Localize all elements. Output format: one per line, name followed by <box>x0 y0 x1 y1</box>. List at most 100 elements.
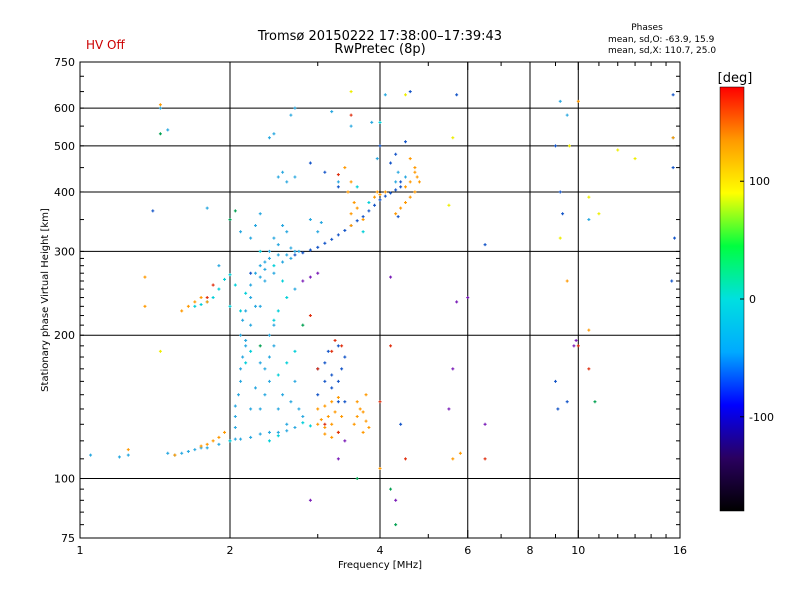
y-tick-label: 750 <box>54 56 75 69</box>
data-point <box>633 157 637 161</box>
series-3 <box>158 132 597 527</box>
data-point <box>355 219 359 223</box>
data-point <box>276 430 280 434</box>
data-point <box>323 241 327 245</box>
data-point <box>403 185 407 189</box>
data-point <box>352 201 356 205</box>
series-7 <box>301 271 578 502</box>
data-point <box>367 201 371 205</box>
series-0 <box>89 93 675 459</box>
data-point <box>336 379 340 383</box>
data-point <box>587 328 591 332</box>
data-point <box>233 414 237 418</box>
data-point <box>249 435 253 439</box>
colorbar-label: [deg] <box>718 71 753 86</box>
data-point <box>205 442 209 446</box>
data-point <box>361 215 365 219</box>
data-point <box>267 136 271 140</box>
colorbar-tick-label: 100 <box>749 175 770 188</box>
data-point <box>565 113 569 117</box>
data-point <box>378 400 382 404</box>
data-point <box>308 275 312 279</box>
data-point <box>289 256 293 260</box>
data-point <box>367 209 371 213</box>
data-point <box>336 233 340 237</box>
data-point <box>272 264 276 268</box>
data-point <box>673 236 677 240</box>
x-tick-label: 6 <box>464 544 471 557</box>
data-point <box>323 422 327 426</box>
data-point <box>205 300 209 304</box>
data-point <box>323 361 327 365</box>
data-point <box>276 309 280 313</box>
x-tick-label: 8 <box>527 544 534 557</box>
data-point <box>272 271 276 275</box>
data-point <box>293 379 297 383</box>
data-point <box>370 120 374 124</box>
data-point <box>293 175 297 179</box>
data-point <box>375 190 379 194</box>
data-point <box>281 279 285 283</box>
data-point <box>451 457 455 461</box>
data-point <box>239 309 243 313</box>
data-point <box>326 414 330 418</box>
series-5 <box>126 99 675 470</box>
data-point <box>349 180 353 184</box>
data-point <box>413 170 417 174</box>
data-point <box>326 349 330 353</box>
data-point <box>233 437 237 441</box>
data-point <box>126 448 130 452</box>
data-point <box>413 166 417 170</box>
data-point <box>378 466 382 470</box>
data-point <box>193 304 197 308</box>
data-point <box>671 136 675 140</box>
data-point <box>285 296 289 300</box>
data-point <box>451 367 455 371</box>
data-point <box>199 303 203 307</box>
data-point <box>330 422 334 426</box>
data-point <box>308 424 312 428</box>
data-point <box>330 386 334 390</box>
plot-gridlines <box>80 62 680 538</box>
data-point <box>396 170 400 174</box>
data-point <box>361 430 365 434</box>
data-point <box>293 287 297 291</box>
data-point <box>205 296 209 300</box>
data-point <box>258 407 262 411</box>
data-point <box>297 407 301 411</box>
plot-frame <box>79 61 681 539</box>
data-point <box>323 425 327 429</box>
data-point <box>567 144 571 148</box>
data-point <box>343 355 347 359</box>
data-point <box>616 148 620 152</box>
data-point <box>293 253 297 257</box>
data-point <box>343 166 347 170</box>
data-point <box>323 170 327 174</box>
data-point <box>236 393 240 397</box>
data-point <box>199 444 203 448</box>
data-point <box>394 523 398 527</box>
data-point <box>289 113 293 117</box>
data-point <box>336 395 340 399</box>
data-point <box>399 422 403 426</box>
data-point <box>343 439 347 443</box>
data-point <box>276 243 280 247</box>
data-point <box>249 349 253 353</box>
data-point <box>394 212 398 216</box>
data-point <box>587 195 591 199</box>
data-point <box>336 457 340 461</box>
data-point <box>330 400 334 404</box>
data-point <box>671 166 675 170</box>
data-point <box>301 251 305 255</box>
data-point <box>587 367 591 371</box>
y-tick-label: 200 <box>54 329 75 342</box>
x-axis-tick-labels: 1 2 4 6 8 10 16 <box>77 544 688 557</box>
data-point <box>244 309 248 313</box>
x-axis-label: Frequency [MHz] <box>338 560 422 571</box>
data-point <box>186 304 190 308</box>
data-point <box>330 110 334 114</box>
data-point <box>415 175 419 179</box>
data-point <box>373 203 377 207</box>
data-point <box>228 439 232 443</box>
